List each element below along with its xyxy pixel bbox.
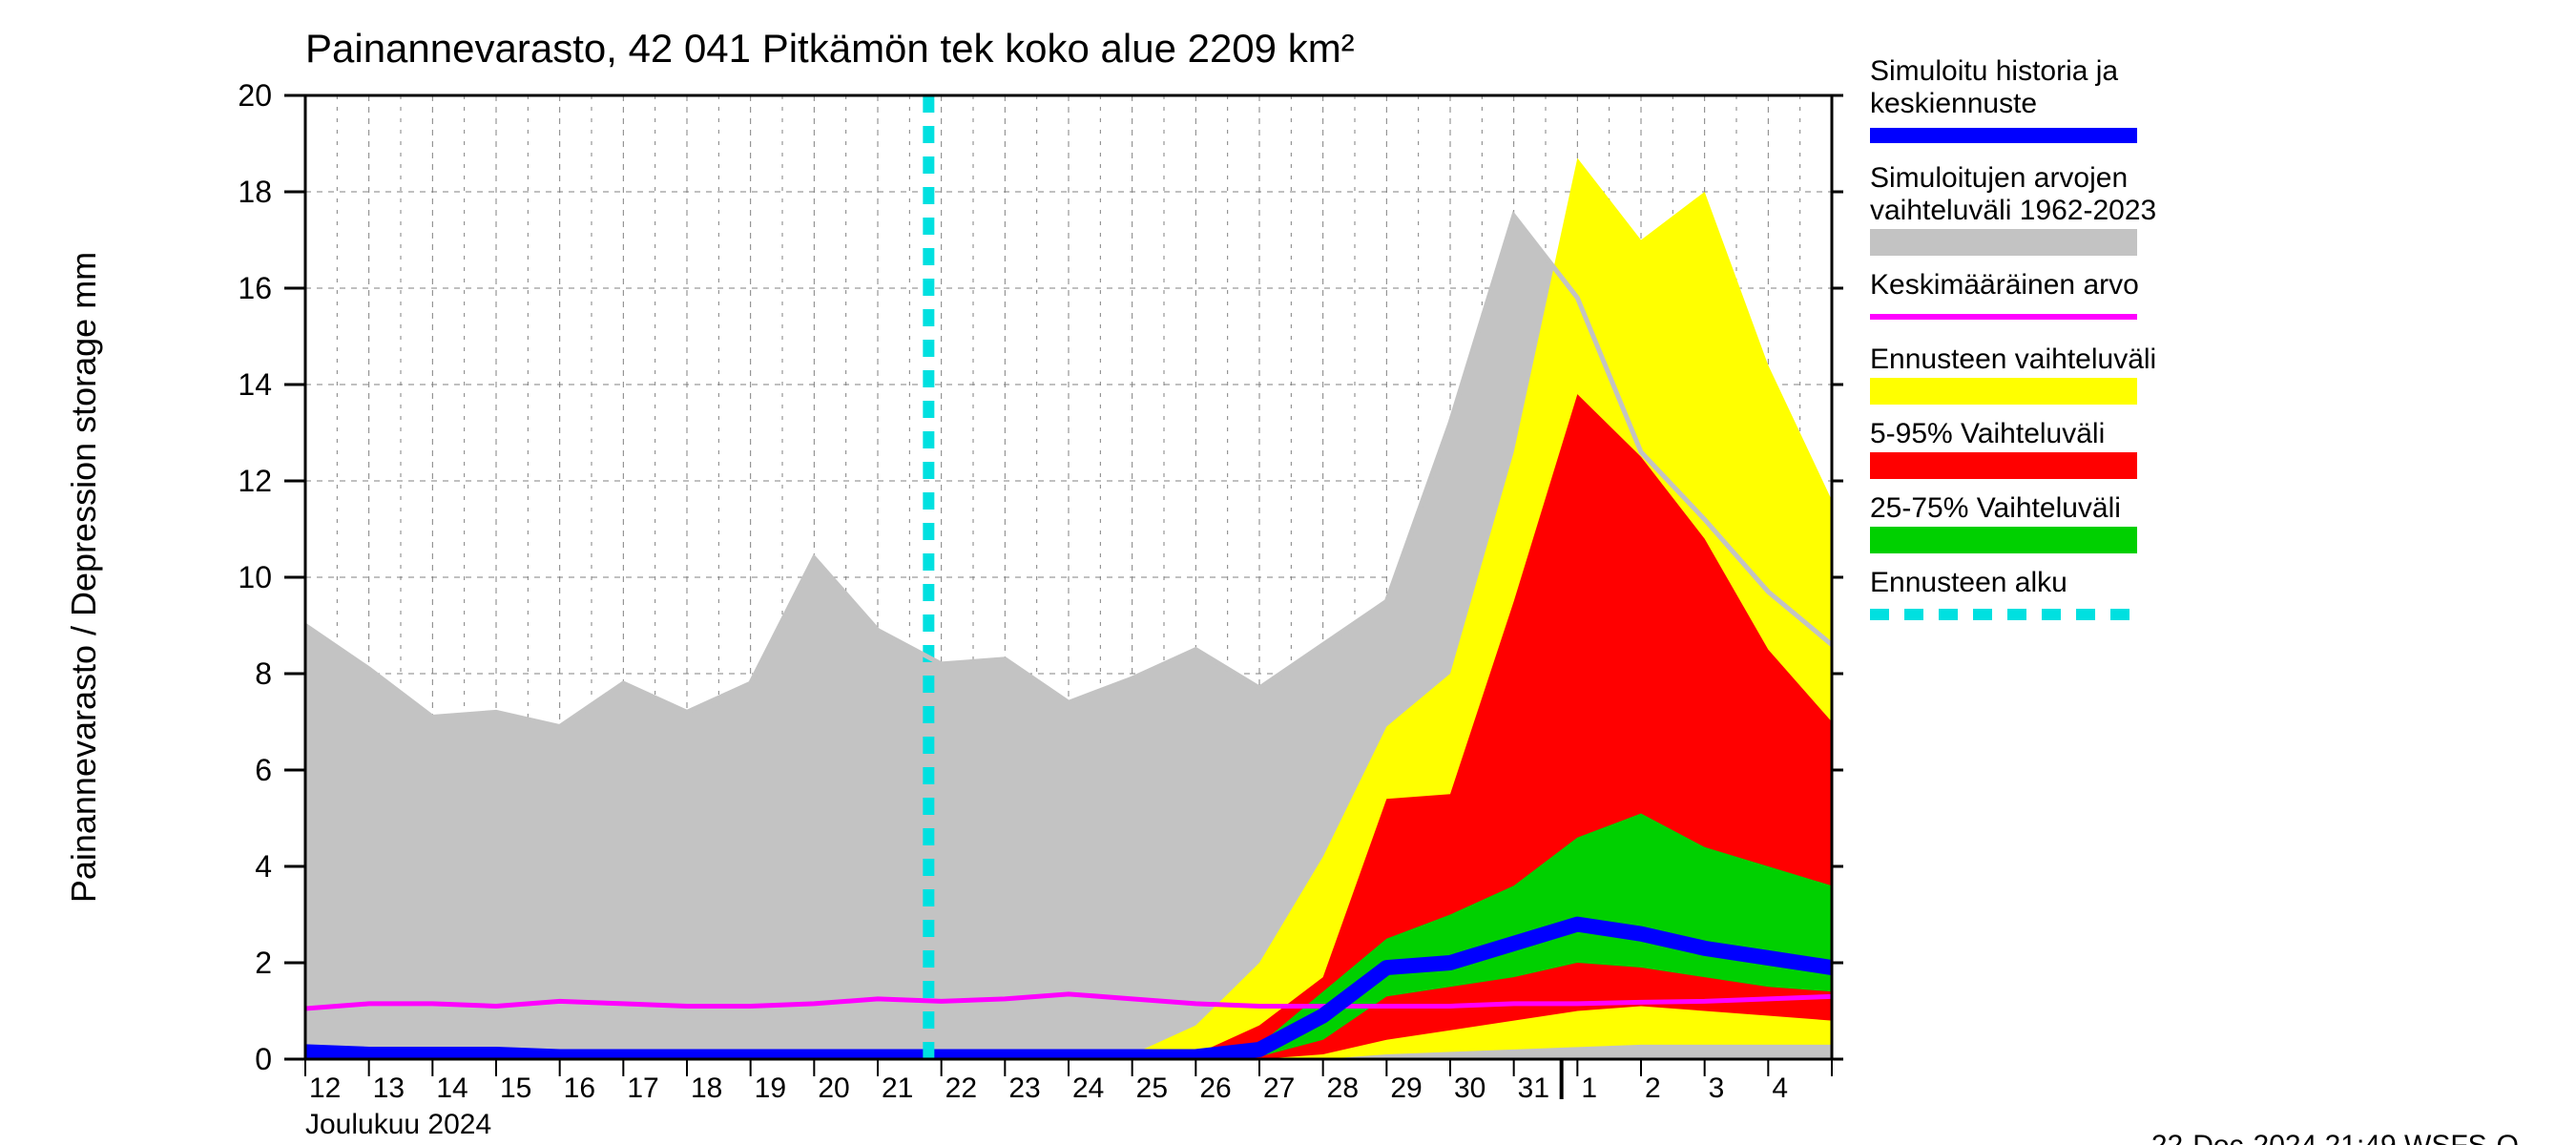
legend-label: Simuloitu historia ja (1870, 55, 2118, 87)
y-tick-label: 18 (238, 175, 272, 209)
x-tick-label: 21 (882, 1072, 913, 1104)
x-tick-label: 2 (1645, 1072, 1661, 1104)
x-tick-label: 17 (627, 1072, 658, 1104)
x-tick-label: 20 (818, 1072, 849, 1104)
y-tick-label: 4 (255, 849, 272, 884)
month-label-en: December (305, 1141, 437, 1145)
x-tick-label: 3 (1709, 1072, 1725, 1104)
legend-label: vaihteluväli 1962-2023 (1870, 195, 2156, 226)
x-tick-label: 4 (1772, 1072, 1788, 1104)
legend-label: Simuloitujen arvojen (1870, 162, 2128, 194)
x-tick-label: 14 (436, 1072, 467, 1104)
legend-label: 25-75% Vaihteluväli (1870, 492, 2121, 524)
month-label-fi: Joulukuu 2024 (305, 1109, 491, 1140)
y-tick-label: 8 (255, 656, 272, 691)
legend-swatch (1870, 452, 2137, 479)
x-tick-label: 19 (755, 1072, 786, 1104)
x-tick-label: 1 (1581, 1072, 1597, 1104)
legend-swatch (1870, 527, 2137, 553)
y-axis-label: Painannevarasto / Depression storage mm (64, 252, 103, 903)
x-tick-label: 27 (1263, 1072, 1295, 1104)
y-tick-label: 10 (238, 560, 272, 594)
x-tick-label: 15 (500, 1072, 531, 1104)
y-tick-label: 14 (238, 367, 272, 402)
y-tick-label: 2 (255, 946, 272, 980)
x-tick-label: 26 (1199, 1072, 1231, 1104)
y-tick-label: 0 (255, 1042, 272, 1076)
x-tick-label: 22 (945, 1072, 977, 1104)
x-tick-label: 31 (1518, 1072, 1549, 1104)
x-tick-label: 12 (309, 1072, 341, 1104)
y-tick-label: 16 (238, 271, 272, 305)
x-tick-label: 13 (373, 1072, 405, 1104)
legend-label: 5-95% Vaihteluväli (1870, 418, 2105, 449)
legend-swatch (1870, 229, 2137, 256)
legend-swatch (1870, 378, 2137, 405)
x-tick-label: 23 (1008, 1072, 1040, 1104)
x-tick-label: 30 (1454, 1072, 1485, 1104)
chart-title: Painannevarasto, 42 041 Pitkämön tek kok… (305, 26, 1355, 71)
legend-label: Keskimääräinen arvo (1870, 269, 2139, 301)
x-tick-label: 25 (1136, 1072, 1168, 1104)
chart-container: Painannevarasto, 42 041 Pitkämön tek kok… (0, 0, 2576, 1145)
legend-label: Ennusteen alku (1870, 567, 2067, 598)
x-tick-label: 24 (1072, 1072, 1104, 1104)
legend-swatch (1870, 314, 2137, 320)
x-tick-label: 18 (691, 1072, 722, 1104)
x-tick-label: 28 (1327, 1072, 1359, 1104)
y-tick-label: 20 (238, 78, 272, 113)
x-tick-label: 16 (564, 1072, 595, 1104)
legend-label: Ennusteen vaihteluväli (1870, 344, 2156, 375)
y-tick-label: 12 (238, 464, 272, 498)
x-tick-label: 29 (1390, 1072, 1422, 1104)
legend-label: keskiennuste (1870, 88, 2037, 119)
y-tick-label: 6 (255, 753, 272, 787)
legend-swatch (1870, 128, 2137, 143)
footer-timestamp: 22-Dec-2024 21:49 WSFS-O (2151, 1130, 2519, 1145)
